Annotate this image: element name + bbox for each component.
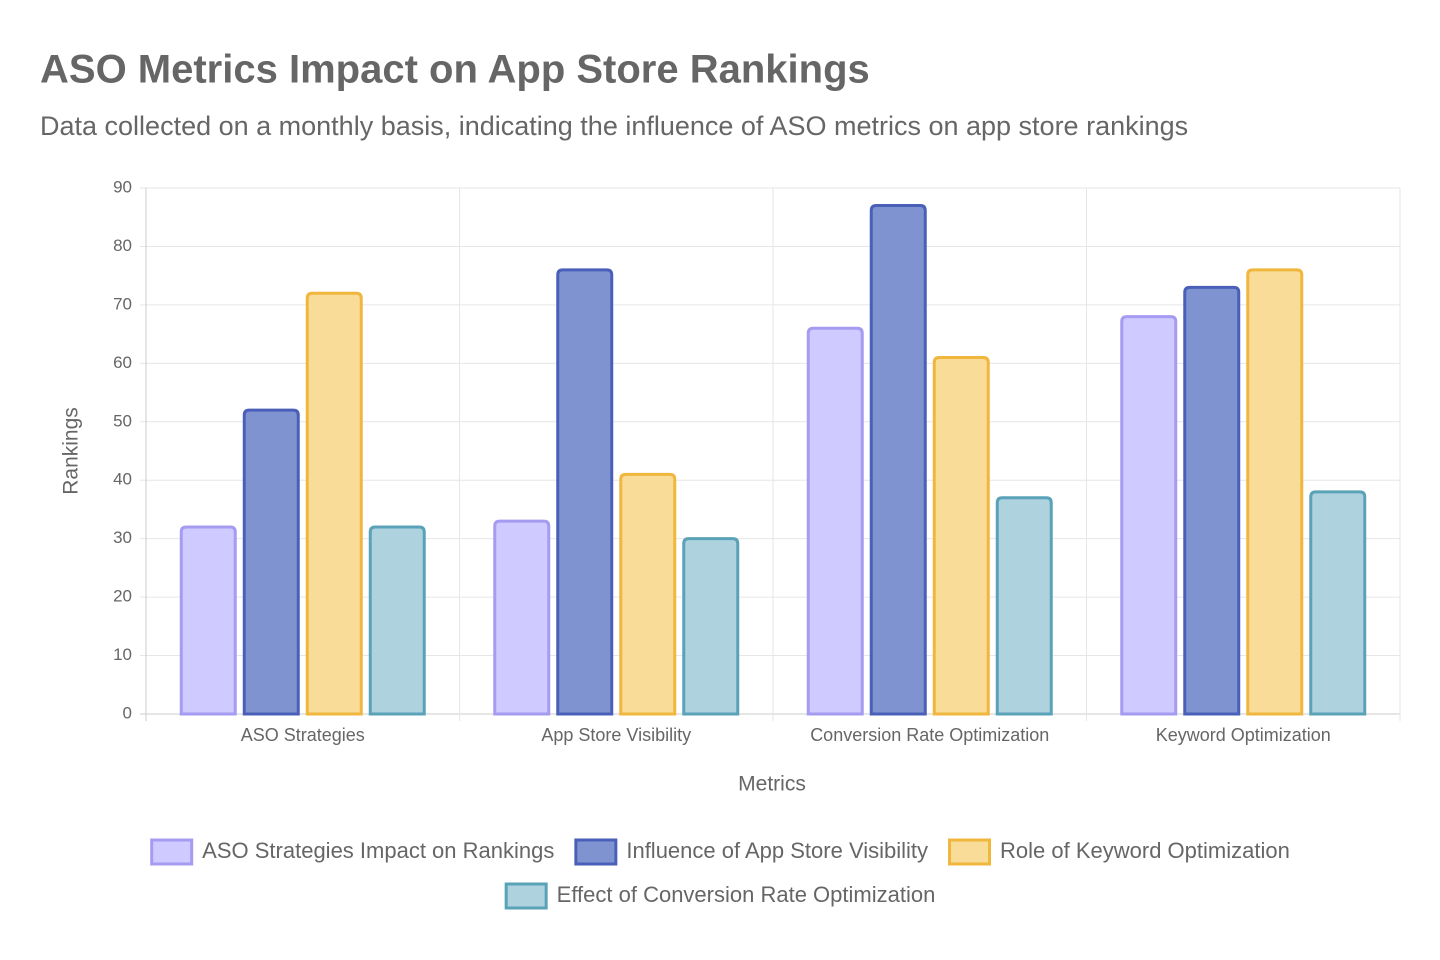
bar bbox=[493, 519, 551, 716]
y-tick-label: 60 bbox=[113, 353, 132, 372]
bar bbox=[932, 355, 990, 716]
bar bbox=[179, 525, 237, 716]
legend-label: Effect of Conversion Rate Optimization bbox=[557, 882, 936, 907]
y-tick-label: 50 bbox=[113, 411, 132, 430]
bar bbox=[368, 525, 426, 716]
legend-swatch bbox=[150, 838, 194, 866]
bar bbox=[869, 204, 927, 716]
x-tick-label: ASO Strategies bbox=[241, 725, 365, 745]
bar bbox=[242, 408, 300, 716]
y-tick-label: 90 bbox=[113, 177, 132, 196]
x-tick-label: App Store Visibility bbox=[541, 725, 691, 745]
y-tick-label: 30 bbox=[113, 528, 132, 547]
y-axis-label: Rankings bbox=[60, 407, 83, 495]
y-tick-label: 10 bbox=[113, 645, 132, 664]
legend-label: ASO Strategies Impact on Rankings bbox=[202, 838, 554, 863]
y-tick-label: 0 bbox=[123, 703, 132, 722]
bar bbox=[619, 472, 677, 716]
legend-label: Role of Keyword Optimization bbox=[1000, 838, 1290, 863]
legend-swatch bbox=[574, 838, 618, 866]
bar bbox=[1183, 285, 1241, 716]
legend-label: Influence of App Store Visibility bbox=[626, 838, 928, 863]
bar bbox=[1309, 490, 1367, 716]
bar bbox=[556, 268, 614, 716]
bar bbox=[305, 291, 363, 716]
x-tick-label: Keyword Optimization bbox=[1156, 725, 1331, 745]
chart-subtitle: Data collected on a monthly basis, indic… bbox=[40, 111, 1188, 141]
y-tick-label: 70 bbox=[113, 294, 132, 313]
legend-swatch bbox=[948, 838, 992, 866]
x-axis-label: Metrics bbox=[738, 773, 806, 796]
legend-swatch bbox=[504, 882, 548, 910]
bar bbox=[806, 326, 864, 716]
bar bbox=[682, 537, 740, 716]
bar bbox=[1120, 315, 1178, 716]
bar bbox=[995, 496, 1053, 716]
bar bbox=[1246, 268, 1304, 716]
chart-title: ASO Metrics Impact on App Store Rankings bbox=[40, 48, 870, 92]
y-tick-label: 20 bbox=[113, 587, 132, 606]
y-tick-label: 80 bbox=[113, 236, 132, 255]
x-tick-label: Conversion Rate Optimization bbox=[810, 725, 1049, 745]
y-tick-label: 40 bbox=[113, 470, 132, 489]
